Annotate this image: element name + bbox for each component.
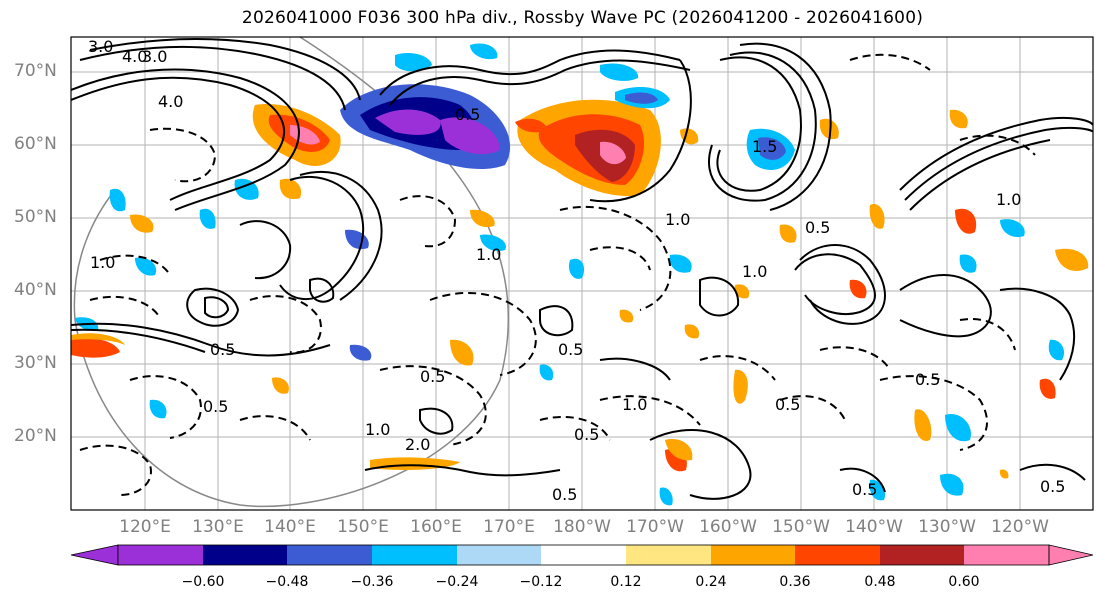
lat-label: 20°N [14,426,57,446]
contour-label: 0.5 [203,397,228,416]
lon-label: 140°W [845,517,903,537]
colorbar-bin [457,545,541,565]
colorbar-tick-label: 0.60 [948,574,980,590]
colorbar-bin [795,545,880,565]
contour-label: 1.0 [665,210,690,229]
lon-label: 170°W [626,517,684,537]
lat-label: 50°N [14,207,57,227]
map-plot-area: 3.0 4.0 3.0 4.0 0.5 1.5 0.5 1.0 0.5 1.0 … [71,37,1093,510]
contour-label: 3.0 [88,37,113,56]
colorbar-tick-label: 0.12 [610,574,642,590]
lon-label: 150°E [337,517,389,537]
colorbar-bin [711,545,795,565]
contour-label: 0.5 [805,218,830,237]
solid-contours [71,37,1093,500]
contour-label: 2.0 [405,435,430,454]
colorbar-bin [880,545,964,565]
contour-label: 0.5 [915,370,940,389]
colorbar-bin [118,545,203,565]
colorbar-tick-label: −0.60 [181,574,225,590]
colorbar-tick-label: −0.48 [265,574,309,590]
colorbar [70,544,1094,566]
colorbar-tick-label: 0.36 [779,574,811,590]
contour-label: 3.0 [142,47,167,66]
contour-label: 0.5 [420,367,445,386]
map-title: 2026041000 F036 300 hPa div., Rossby Wav… [241,8,924,28]
shaded-field [71,43,1089,506]
colorbar-tick-label: −0.24 [435,574,479,590]
contour-label: 1.0 [742,262,767,281]
contour-label: 0.5 [1040,477,1065,496]
lat-label: 70°N [14,61,57,81]
contour-label: 1.0 [90,253,115,272]
colorbar-tick-label: −0.12 [519,574,563,590]
contour-label: 4.0 [158,92,183,111]
lat-label: 30°N [14,353,57,373]
contour-label: 4.0 [122,47,147,66]
contour-label: 1.0 [365,420,390,439]
contour-label: 0.5 [852,480,877,499]
lon-label: 120°E [119,517,171,537]
lon-label: 140°E [264,517,316,537]
lon-label: 180°W [553,517,611,537]
lon-label: 120°W [991,517,1049,537]
dashed-contours [79,53,1036,496]
colorbar-extend-low [70,544,119,566]
colorbar-bin [372,545,457,565]
colorbar-tick-label: 0.24 [695,574,727,590]
colorbar-extend-high [1048,544,1094,566]
lon-label: 130°W [918,517,976,537]
contour-label: 0.5 [775,395,800,414]
lon-label: 130°E [192,517,244,537]
contour-label: 1.0 [622,395,647,414]
lon-label: 150°W [772,517,830,537]
colorbar-tick-label: 0.48 [864,574,896,590]
plot-frame [70,36,1094,511]
contour-label: 0.5 [558,340,583,359]
lat-label: 60°N [14,134,57,154]
contour-label: 1.5 [752,137,777,156]
contour-label: 0.5 [210,340,235,359]
colorbar-bin [203,545,287,565]
colorbar-bin [964,545,1049,565]
contour-label: 0.5 [574,425,599,444]
contour-label: 1.0 [476,245,501,264]
lat-label: 40°N [14,280,57,300]
region-outline [73,37,510,508]
contour-label: 0.5 [455,105,480,124]
contour-labels: 3.0 4.0 3.0 4.0 0.5 1.5 0.5 1.0 0.5 1.0 … [88,37,1065,504]
colorbar-bin [287,545,372,565]
lon-label: 170°E [483,517,535,537]
contour-label: 0.5 [552,485,577,504]
colorbar-bin [541,545,626,565]
colorbar-bin [626,545,711,565]
colorbar-tick-label: −0.36 [350,574,394,590]
contour-label: 1.0 [996,190,1021,209]
lon-label: 160°W [699,517,757,537]
lon-label: 160°E [410,517,462,537]
